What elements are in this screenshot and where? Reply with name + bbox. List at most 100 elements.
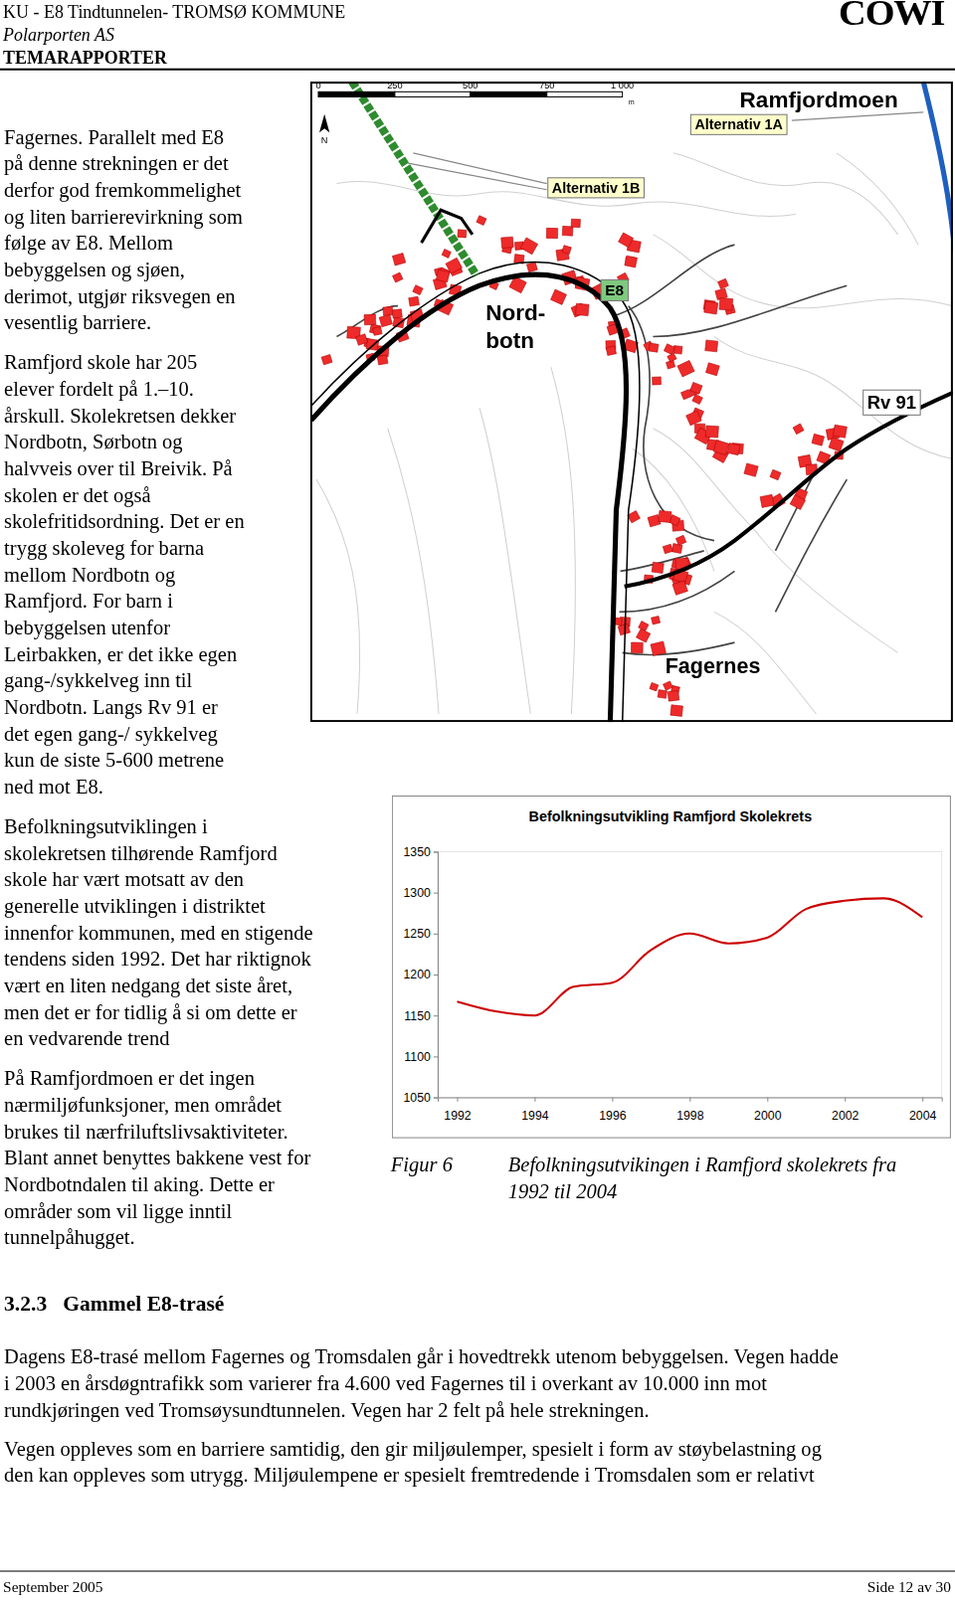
- building: [648, 343, 659, 353]
- body-line: men det er for tidlig å si om dette er: [3, 998, 298, 1026]
- local-road: [628, 306, 715, 542]
- map: 02505007501 000mNRamfjordmoenAlternativ …: [310, 81, 954, 723]
- tick-mark: [433, 1056, 438, 1058]
- terrain-line: [316, 479, 361, 715]
- building: [769, 469, 781, 481]
- chart-frame: [391, 796, 951, 1140]
- tick-label: 1992: [443, 1109, 472, 1124]
- body-line: brukes til nærfriluftslivsaktiviteter.: [3, 1118, 288, 1146]
- header-title: KU - E8 Tindtunnelen- TROMSØ KOMMUNE: [2, 1, 346, 23]
- building: [391, 252, 405, 266]
- tick-mark: [433, 893, 438, 895]
- building: [412, 285, 423, 296]
- building: [624, 255, 638, 268]
- tick-mark: [689, 1098, 691, 1103]
- building: [391, 309, 402, 319]
- building: [704, 301, 719, 315]
- building: [526, 261, 538, 272]
- map-label: botn: [485, 328, 535, 354]
- building: [828, 437, 844, 452]
- plot-area: [456, 898, 923, 1016]
- building: [667, 690, 680, 702]
- body-line: ned mot E8.: [3, 772, 104, 800]
- terrain-line: [387, 428, 439, 715]
- tick-label: 1998: [676, 1109, 705, 1124]
- tick: 1200: [402, 967, 438, 982]
- building: [671, 544, 683, 555]
- building: [435, 269, 450, 283]
- tick-label: 1350: [402, 845, 431, 860]
- building: [686, 410, 702, 426]
- building: [650, 641, 666, 656]
- building: [705, 363, 720, 377]
- map-frame: [311, 82, 953, 722]
- tick-label: 1250: [402, 927, 431, 942]
- local-road: [611, 244, 735, 317]
- scale-segment: [547, 91, 623, 97]
- body-line: skolefritidsordning. Det er en: [3, 508, 245, 536]
- local-road: [774, 469, 816, 552]
- body-line: Nordbotndalen til aking. Dette er: [3, 1170, 275, 1198]
- building: [744, 463, 759, 477]
- body-line: skole har vært motsatt av den: [3, 866, 244, 894]
- building: [546, 227, 558, 238]
- building: [382, 306, 393, 316]
- section-heading: 3.2.3 Gammel E8-trasé: [3, 1289, 224, 1319]
- building: [675, 535, 687, 546]
- tick: 1250: [402, 927, 438, 942]
- tick: 1996: [598, 1098, 627, 1124]
- footer-page: Side 12 av 30: [867, 1578, 952, 1597]
- body-line: Vegen oppleves som en barriere samtidig,…: [3, 1435, 822, 1463]
- tick-mark: [922, 1098, 924, 1103]
- tick: 1998: [676, 1098, 705, 1124]
- map-label-group: Nord-: [485, 300, 546, 326]
- building: [663, 344, 675, 356]
- body-line: områder som vil ligge inntil: [3, 1197, 232, 1225]
- building: [673, 346, 683, 355]
- building: [670, 705, 684, 718]
- header-rule: [0, 68, 955, 71]
- body-line: mellom Nordbotn og: [3, 561, 176, 588]
- body-line: kun de siste 5-600 metrene: [3, 747, 224, 774]
- north-label: N: [321, 135, 329, 146]
- body-line: og liten barrierevirkning som: [3, 202, 243, 230]
- map-label-box: [548, 178, 645, 198]
- tick: 1050: [402, 1091, 438, 1106]
- body-line: Dagens E8-trasé mellom Fagernes og Troms…: [3, 1343, 839, 1371]
- building: [630, 642, 643, 654]
- local-road: [622, 642, 736, 655]
- building: [718, 278, 730, 289]
- body-line: trygg skoleveg for barna: [3, 534, 204, 562]
- body-line: vesentlig barriere.: [3, 309, 152, 337]
- alternative-1a: [923, 81, 954, 307]
- building: [562, 245, 572, 255]
- body-line: skolekretsen tilhørende Ramfjord: [3, 839, 278, 867]
- chart-title: Befolkningsutvikling Ramfjord Skolekrets: [529, 808, 813, 825]
- body-line: innenfor kommunen, med en stigende: [3, 919, 313, 947]
- map-label-group: Ramfjordmoen: [740, 87, 899, 113]
- building: [677, 360, 695, 378]
- body-line: bebyggelsen og sjøen,: [3, 255, 186, 283]
- rv91-road: [624, 392, 954, 587]
- terrain-line: [673, 153, 899, 235]
- terrain-line: [652, 428, 898, 654]
- building: [408, 296, 420, 307]
- tunnel-portal: [421, 209, 473, 243]
- body-line: følge av E8. Mellom: [3, 229, 174, 257]
- map-label: Nord-: [485, 300, 546, 326]
- body-line: nærmiljøfunksjoner, men området: [3, 1091, 282, 1119]
- tick-mark: [534, 1098, 536, 1103]
- map-label: Ramfjordmoen: [740, 87, 899, 113]
- body-line: Befolkningsutviklingen i: [3, 812, 208, 840]
- building: [692, 393, 703, 404]
- tick-mark: [456, 1098, 458, 1103]
- scale-unit: m: [628, 98, 635, 107]
- building: [520, 237, 538, 255]
- building: [605, 346, 616, 357]
- terrain-line: [714, 336, 954, 459]
- x-axis: 1992199419961998200020022004: [438, 1098, 944, 1124]
- body-line: elever fordelt på 1.–10.: [3, 375, 194, 402]
- tick-label: 1100: [403, 1050, 431, 1065]
- building: [662, 544, 673, 555]
- body-line: Fagernes. Parallelt med E8: [3, 123, 224, 151]
